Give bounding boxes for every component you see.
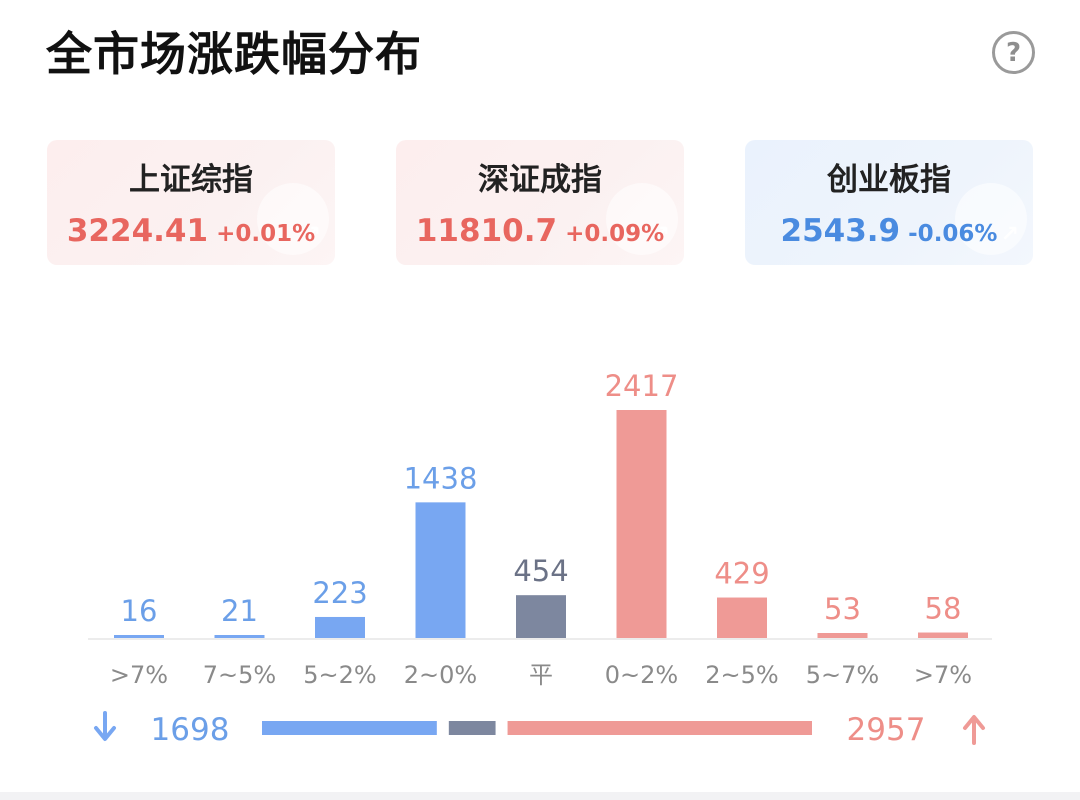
distribution-chart: 16 >7% 21 7~5% 223 5~2% 1438 2~0% 454 平 2417 0~2% 42… (88, 369, 992, 748)
bar-1 (214, 635, 265, 638)
bar-3 (415, 502, 466, 638)
bar-0 (114, 635, 164, 638)
bar-value-label: 2417 (605, 369, 679, 403)
trend-arrow-icon: ↗ (651, 222, 670, 247)
bar-6 (717, 597, 767, 638)
bar-value-label: 21 (221, 594, 258, 628)
rise-total: 2957 (847, 712, 926, 748)
bar-4 (516, 595, 566, 638)
card-decoration (955, 183, 1027, 255)
category-label: 0~2% (605, 661, 678, 689)
arrow-up-icon (963, 715, 985, 745)
index-change: +0.01% (216, 221, 316, 247)
category-label: 5~2% (303, 661, 376, 689)
card-decoration (257, 183, 329, 255)
category-label: 平 (529, 661, 553, 689)
bar-value-label: 1438 (404, 461, 478, 495)
index-change: +0.09% (565, 221, 665, 247)
index-price: 2543.9 (780, 213, 901, 249)
help-button[interactable]: ? (992, 31, 1035, 74)
index-card-cyb[interactable]: ↗ 创业板指 2543.9 -0.06% (745, 140, 1033, 265)
bar-value-label: 454 (513, 554, 568, 588)
bar-value-label: 58 (925, 592, 962, 626)
index-change: -0.06% (908, 221, 998, 247)
question-circle-icon: ? (1005, 37, 1022, 68)
trend-arrow-icon: ↗ (1000, 222, 1019, 247)
index-price: 3224.41 (66, 213, 209, 249)
bottom-divider (0, 792, 1080, 800)
bar-value-label: 429 (714, 557, 769, 591)
bar-2 (315, 616, 365, 638)
card-decoration (606, 183, 678, 255)
bar-value-label: 223 (312, 576, 367, 610)
page-title: 全市场涨跌幅分布 (46, 27, 422, 81)
index-name: 深证成指 (478, 162, 602, 198)
bar-8 (918, 632, 968, 638)
bar-5 (616, 410, 667, 638)
index-name: 创业板指 (827, 162, 951, 198)
index-price: 11810.7 (415, 213, 558, 249)
bar-value-label: 53 (824, 592, 861, 626)
index-card-sz[interactable]: ↗ 深证成指 11810.7 +0.09% (396, 140, 684, 265)
category-label: 2~0% (404, 661, 477, 689)
index-name: 上证综指 (129, 162, 253, 198)
category-label: >7% (914, 661, 972, 689)
arrow-down-icon (94, 711, 116, 741)
category-label: 5~7% (806, 661, 879, 689)
fall-total: 1698 (151, 712, 230, 748)
bar-value-label: 16 (121, 594, 158, 628)
trend-arrow-icon: ↗ (302, 222, 321, 247)
fall-ratio-bar (262, 721, 437, 735)
index-card-sh[interactable]: ↗ 上证综指 3224.41 +0.01% (47, 140, 335, 265)
category-label: >7% (110, 661, 168, 689)
category-label: 7~5% (203, 661, 276, 689)
rise-ratio-bar (507, 721, 812, 735)
category-label: 2~5% (705, 661, 778, 689)
flat-ratio-bar (448, 721, 496, 735)
bar-7 (817, 633, 868, 638)
